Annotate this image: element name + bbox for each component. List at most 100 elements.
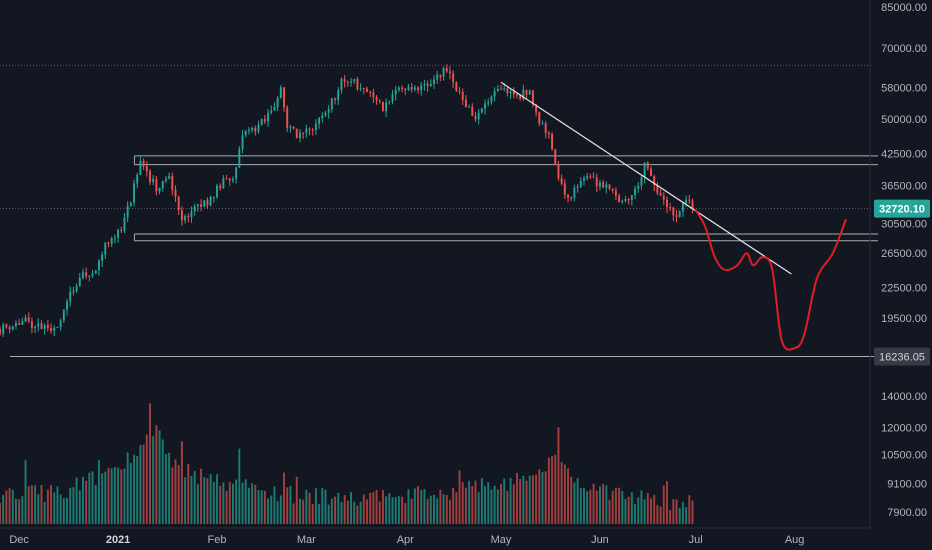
candle-body: [244, 131, 247, 136]
volume-bar: [193, 470, 196, 524]
projection-group: [694, 209, 847, 351]
volume-bar: [206, 478, 209, 524]
volume-bar: [62, 498, 65, 524]
candle-body: [273, 106, 276, 111]
candle-body: [164, 178, 167, 181]
volume-bar: [254, 484, 257, 524]
candle-body: [445, 68, 448, 72]
volume-bar: [212, 482, 215, 524]
candle-body: [589, 176, 592, 178]
candle-body: [82, 272, 84, 278]
volume-bar: [458, 470, 461, 524]
volume-bar: [471, 486, 474, 524]
volume-bar: [152, 435, 155, 524]
volume-bar: [110, 468, 113, 524]
volume-bar: [0, 502, 1, 524]
volume-bar: [88, 472, 91, 524]
volume-bar: [547, 457, 550, 524]
time-tick-label: May: [491, 534, 512, 546]
candle-body: [404, 88, 407, 90]
candle-body: [85, 272, 88, 277]
volume-bar: [273, 486, 276, 524]
candle-body: [110, 238, 113, 244]
candle-body: [397, 87, 400, 90]
candle-body: [353, 78, 356, 82]
volume-bar: [621, 491, 624, 524]
volume-bar: [442, 494, 445, 524]
candle-body: [394, 89, 397, 95]
candle-body: [557, 164, 560, 179]
volume-bar: [413, 488, 416, 524]
candle-body: [14, 323, 17, 327]
candle-body: [560, 178, 563, 184]
candle-body: [24, 317, 27, 322]
candle-body: [318, 117, 321, 124]
price-tick-label: 58000.00: [881, 83, 927, 95]
candle-body: [314, 123, 317, 130]
candle-body: [66, 301, 68, 310]
volume-bar: [516, 472, 518, 524]
volume-bar: [21, 495, 24, 524]
price-tick-label: 50000.00: [881, 114, 927, 126]
candle-body: [107, 242, 110, 244]
volume-bar: [391, 497, 394, 524]
price-tick-label: 12000.00: [881, 422, 927, 434]
candle-body: [0, 328, 1, 334]
volume-bar: [196, 484, 199, 524]
price-tick-label: 70000.00: [881, 43, 927, 55]
volume-bar: [314, 488, 317, 524]
volume-bar: [75, 477, 78, 524]
time-axis[interactable]: Dec 2021 Feb Mar Apr May Jun Jul Aug: [0, 527, 870, 546]
candle-body: [350, 81, 352, 83]
candle-body: [570, 197, 573, 199]
candle-body: [251, 127, 254, 131]
volume-bar: [219, 486, 222, 524]
candle-body: [308, 128, 311, 130]
volume-bar: [145, 434, 148, 524]
volume-bar: [685, 507, 688, 524]
candle-body: [260, 119, 263, 125]
candle-body: [487, 102, 490, 104]
volume-bar: [346, 500, 349, 524]
candle-body: [267, 112, 270, 122]
candle-body: [59, 320, 62, 328]
candle-body: [662, 195, 665, 200]
volume-bar: [573, 482, 576, 524]
candle-body: [685, 199, 688, 203]
volume-bar: [302, 499, 305, 524]
volume-bar: [113, 467, 116, 524]
volume-bar: [107, 467, 110, 524]
candle-body: [369, 91, 372, 93]
volume-bar: [618, 487, 621, 524]
volume-bar: [257, 490, 260, 524]
volume-bar: [468, 480, 471, 524]
price-axis[interactable]: 85000.00 70000.00 58000.00 50000.00 42500.00…: [869, 0, 927, 530]
volume-bar: [359, 501, 362, 524]
candle-body: [551, 133, 554, 150]
candle-body: [155, 178, 158, 192]
volume-bar: [662, 485, 665, 524]
candle-body: [602, 182, 605, 188]
volume-bar: [551, 456, 554, 524]
volume-bar: [477, 492, 480, 524]
volume-bar: [101, 473, 104, 524]
volume-bar: [164, 454, 167, 524]
candle-body: [299, 132, 301, 138]
price-tick-label: 22500.00: [881, 283, 927, 295]
volume-bar: [496, 489, 499, 524]
volume-bars: [0, 403, 694, 524]
candle-body: [598, 182, 601, 187]
volume-bar: [56, 486, 59, 524]
volume-bar: [669, 509, 672, 524]
volume-bar: [557, 427, 560, 524]
volume-bar: [538, 469, 541, 524]
candle-body: [231, 178, 234, 181]
volume-bar: [308, 492, 311, 524]
volume-bar: [40, 484, 43, 524]
candle-body: [554, 149, 557, 165]
candle-body: [193, 206, 196, 212]
volume-bar: [528, 475, 531, 524]
candle-body: [209, 196, 212, 206]
price-tick-label: 14000.00: [881, 391, 927, 403]
